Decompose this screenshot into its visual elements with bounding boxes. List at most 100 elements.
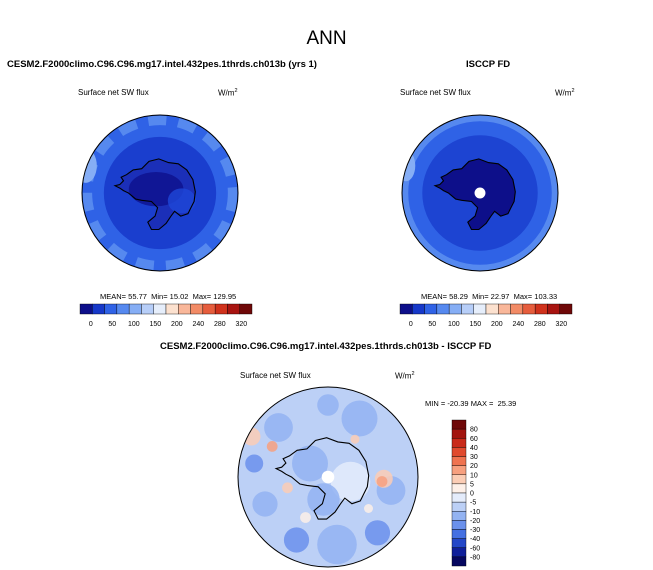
colorbar-tick-label-4: 200 — [171, 321, 183, 328]
coastline — [274, 437, 370, 520]
panel2-stats: MEAN= 58.29 Min= 22.97 Max= 103.33 — [421, 292, 558, 301]
map-boundary — [81, 114, 239, 272]
colorbar-tick-label-3: 30 — [470, 454, 478, 461]
colorbar-tick-label-5: 10 — [470, 472, 478, 479]
colorbar-swatch-3 — [451, 447, 467, 457]
colorbar-swatch-12 — [227, 303, 240, 315]
colorbar-swatch-11 — [214, 303, 228, 315]
colorbar-tick-label-7: 320 — [555, 321, 567, 328]
colorbar-tick-label-2: 100 — [128, 321, 140, 328]
anomaly-patch-3 — [252, 491, 278, 517]
colorbar-swatch-2 — [424, 303, 438, 315]
east-antarctica-fill — [167, 188, 196, 214]
anomaly-patch-18 — [300, 512, 311, 523]
colorbar-swatch-2 — [451, 438, 467, 448]
colorbar-tick-label-2: 100 — [448, 321, 460, 328]
colorbar-tick-label-0: 0 — [409, 321, 413, 328]
colorbar-swatch-8 — [178, 303, 191, 315]
panel3-title: CESM2.F2000climo.C96.C96.mg17.intel.432p… — [160, 341, 492, 352]
panel3-units-label: W/m2 — [395, 371, 415, 381]
panel2-variable-label: Surface net SW flux — [400, 88, 471, 97]
colorbar-swatch-3 — [436, 303, 450, 315]
panel2-colorbar: 0 50 100 150 200 240 280 320 — [399, 303, 573, 328]
colorbar-swatch-5 — [461, 303, 474, 315]
colorbar-tick-label-10: -20 — [470, 518, 480, 525]
anomaly-patch-6 — [364, 520, 391, 546]
colorbar-swatch-9 — [190, 303, 204, 315]
colorbar-tick-label-0: 0 — [89, 321, 93, 328]
colorbar-tick-label-12: -40 — [470, 536, 480, 543]
map-boundary — [237, 386, 419, 568]
panel1-units-label: W/m2 — [218, 88, 238, 98]
colorbar-swatch-4 — [128, 303, 142, 315]
panel2-title: ISCCP FD — [466, 59, 511, 70]
colorbar-swatch-2 — [104, 303, 118, 315]
pole-missing-data — [321, 470, 335, 484]
anomaly-patch-10 — [330, 461, 371, 502]
colorbar-swatch-10 — [202, 303, 216, 315]
colorbar-swatch-11 — [534, 303, 548, 315]
colorbar-swatch-14 — [451, 547, 467, 558]
coastline — [113, 158, 196, 231]
colorbar-tick-label-4: 20 — [470, 463, 478, 470]
colorbar-tick-label-8: -5 — [470, 500, 476, 507]
colorbar-tick-label-7: 320 — [235, 321, 247, 328]
colorbar-swatch-13 — [451, 538, 467, 548]
colorbar-swatch-6 — [451, 474, 467, 485]
colorbar-tick-label-7: 0 — [470, 491, 474, 498]
colorbar-swatch-7 — [165, 303, 179, 315]
coastline — [433, 158, 516, 231]
anomaly-patch-9 — [292, 445, 328, 482]
colorbar-swatch-1 — [92, 303, 105, 315]
panel3-variable-label: Surface net SW flux — [240, 371, 311, 380]
panel2-polar-map — [401, 114, 559, 272]
colorbar-tick-label-4: 200 — [491, 321, 503, 328]
colorbar-swatch-0 — [399, 303, 413, 315]
colorbar-tick-label-2: 40 — [470, 445, 478, 452]
colorbar-swatch-11 — [451, 520, 467, 530]
anomaly-patch-16 — [282, 482, 293, 494]
colorbar-tick-label-9: -10 — [470, 509, 480, 516]
colorbar-tick-label-6: 280 — [214, 321, 226, 328]
panel3-polar-map — [237, 386, 419, 568]
colorbar-tick-label-6: 280 — [534, 321, 546, 328]
colorbar-swatch-8 — [451, 492, 467, 503]
map-boundary — [401, 114, 559, 272]
colorbar-swatch-9 — [451, 501, 467, 512]
panel3-stats: MIN = -20.39 MAX = 25.39 — [425, 399, 517, 408]
colorbar-swatch-13 — [239, 303, 253, 315]
colorbar-tick-label-14: -80 — [470, 554, 480, 561]
colorbar-tick-label-5: 240 — [192, 321, 204, 328]
colorbar-tick-label-1: 60 — [470, 436, 478, 443]
colorbar-swatch-4 — [448, 303, 462, 315]
anomaly-patch-4 — [317, 524, 357, 565]
anomaly-patch-13 — [266, 441, 278, 452]
outer-ring-fill — [82, 115, 238, 271]
panel1-title: CESM2.F2000climo.C96.C96.mg17.intel.432p… — [7, 59, 317, 70]
anomaly-patch-7 — [245, 454, 264, 473]
panel2-units-label: W/m2 — [555, 88, 575, 98]
anomaly-patch-17 — [350, 434, 360, 444]
colorbar-swatch-0 — [79, 303, 93, 315]
colorbar-tick-label-3: 150 — [469, 321, 481, 328]
colorbar-swatch-5 — [451, 465, 467, 475]
colorbar-swatch-12 — [547, 303, 560, 315]
colorbar-swatch-4 — [451, 456, 467, 466]
colorbar-tick-label-6: 5 — [470, 481, 474, 488]
colorbar-swatch-6 — [153, 303, 167, 315]
anomaly-patch-8 — [317, 394, 339, 416]
colorbar-swatch-3 — [116, 303, 130, 315]
colorbar-swatch-7 — [485, 303, 499, 315]
panel1-polar-map — [81, 114, 239, 272]
colorbar-swatch-8 — [498, 303, 511, 315]
anomaly-patch-19 — [364, 504, 373, 513]
colorbar-swatch-6 — [473, 303, 487, 315]
colorbar-swatch-5 — [141, 303, 154, 315]
colorbar-tick-label-1: 50 — [428, 321, 436, 328]
colorbar-swatch-10 — [522, 303, 536, 315]
colorbar-swatch-15 — [451, 556, 467, 567]
anomaly-patch-5 — [283, 527, 310, 553]
panel1-colorbar: 0 50 100 150 200 240 280 320 — [79, 303, 253, 328]
figure-title: ANN — [306, 28, 347, 49]
panel1-stats: MEAN= 55.77 Min= 15.02 Max= 129.95 — [100, 292, 237, 301]
